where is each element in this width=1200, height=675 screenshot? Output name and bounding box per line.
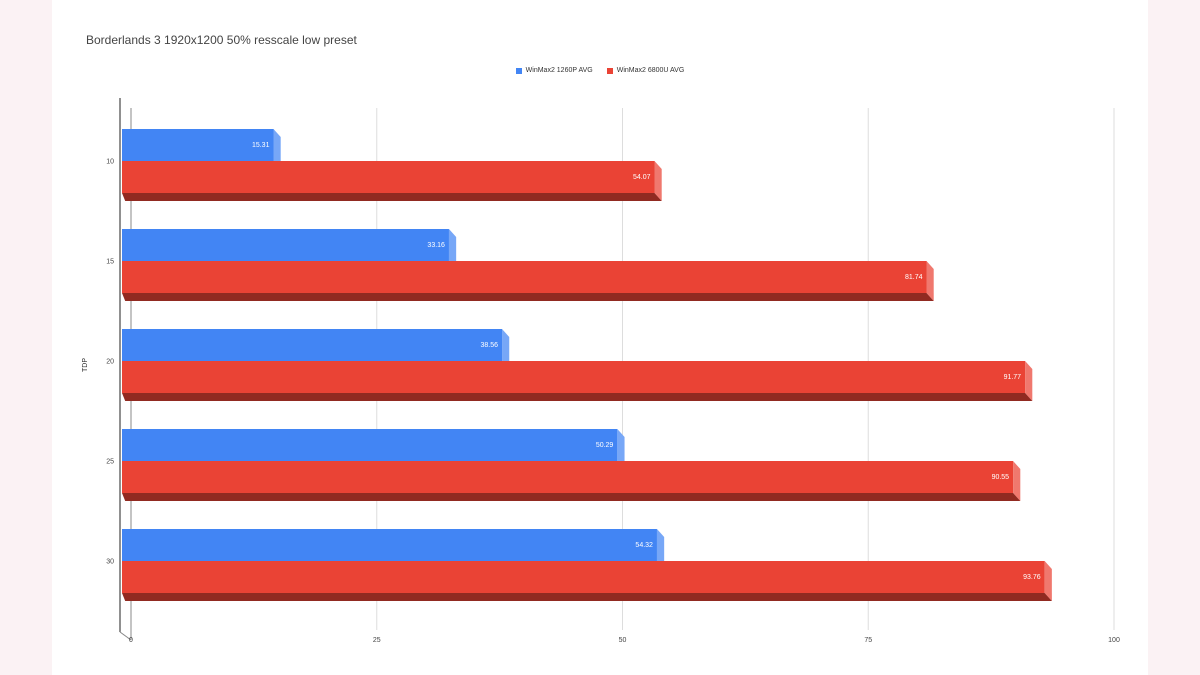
data-label: 90.55	[992, 474, 1010, 481]
bar	[122, 161, 655, 193]
x-tick-label: 75	[864, 637, 872, 644]
bar	[122, 529, 657, 561]
y-tick-label: 10	[106, 159, 114, 166]
bar-end-face	[1013, 461, 1021, 501]
x-tick-label: 25	[373, 637, 381, 644]
bar-end-face	[502, 329, 510, 369]
bar-end-face	[617, 429, 625, 469]
data-label: 38.56	[481, 342, 499, 349]
data-label: 33.16	[427, 242, 445, 249]
bar	[122, 361, 1026, 393]
y-tick-label: 25	[106, 459, 114, 466]
x-tick-label: 0	[129, 637, 133, 644]
y-tick-label: 15	[106, 259, 114, 266]
legend-label-6800u: WinMax2 6800U AVG	[616, 67, 685, 74]
data-label: 15.31	[252, 142, 270, 149]
bar-end-face	[656, 529, 665, 569]
bar-bottom-face	[122, 593, 1052, 601]
data-label: 91.77	[1004, 374, 1022, 381]
axis-depth-line	[119, 631, 132, 641]
data-label: 54.32	[635, 542, 653, 549]
bar	[122, 461, 1014, 493]
bar-end-face	[1044, 561, 1052, 601]
legend-swatch-6800u	[606, 67, 613, 74]
legend: WinMax2 1260P AVG WinMax2 6800U AVG	[0, 67, 1200, 74]
data-label: 54.07	[633, 174, 651, 181]
x-tick-label: 50	[619, 637, 627, 644]
bar-end-face	[654, 161, 662, 201]
legend-item-6800u[interactable]: WinMax2 6800U AVG	[606, 67, 685, 74]
bar	[122, 129, 274, 161]
bar	[122, 261, 927, 293]
bar	[122, 229, 449, 261]
bar-bottom-face	[122, 193, 662, 201]
y-tick-label: 20	[106, 359, 114, 366]
bar-bottom-face	[122, 293, 934, 301]
bar	[122, 329, 503, 361]
data-label: 50.29	[596, 442, 614, 449]
bar-end-face	[926, 261, 934, 301]
chart-title: Borderlands 3 1920x1200 50% resscale low…	[86, 33, 357, 47]
bar-end-face	[273, 129, 281, 169]
bar-end-face	[448, 229, 457, 269]
bar-bottom-face	[122, 493, 1021, 501]
data-label: 81.74	[905, 274, 923, 281]
x-tick-label: 100	[1108, 637, 1120, 644]
legend-label-1260p: WinMax2 1260P AVG	[525, 67, 593, 74]
legend-item-1260p[interactable]: WinMax2 1260P AVG	[515, 67, 593, 74]
bar-bottom-face	[122, 393, 1033, 401]
bar	[122, 561, 1045, 593]
data-label: 93.76	[1023, 574, 1041, 581]
y-tick-label: 30	[106, 559, 114, 566]
legend-swatch-1260p	[515, 67, 522, 74]
bar-end-face	[1025, 361, 1033, 401]
bar	[122, 429, 618, 461]
